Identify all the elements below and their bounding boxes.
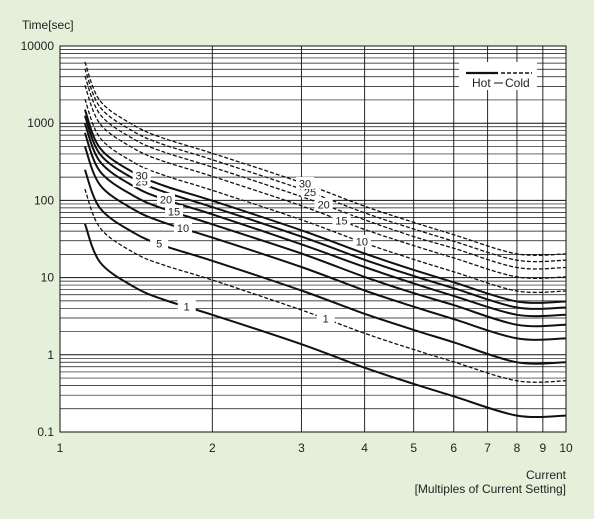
- curve-label-dashed-1: 1: [323, 313, 329, 325]
- curve-label-bg: [316, 311, 335, 324]
- curve-label-dashed-15: 15: [335, 215, 347, 227]
- legend-box: [459, 62, 537, 90]
- curve-label-dashed-20: 20: [318, 199, 330, 211]
- curve-label-dashed-25: 25: [304, 187, 316, 199]
- legend-hot-label: Hot: [472, 76, 491, 90]
- series-line-solid-10: [83, 146, 567, 341]
- series-line-solid-25: [83, 115, 567, 310]
- x-tick-label: 3: [298, 441, 305, 455]
- grid: [59, 45, 567, 433]
- x-tick-label: 9: [540, 441, 547, 455]
- x-tick-label: 2: [209, 441, 216, 455]
- plot-frame: [59, 45, 567, 433]
- plot-area: [60, 46, 566, 432]
- y-tick-label: 10000: [21, 39, 55, 53]
- x-tick-label: 8: [514, 441, 521, 455]
- curve-label-solid-1: 1: [184, 301, 190, 313]
- x-tick-label: 1: [57, 441, 64, 455]
- series-line-solid-30: [83, 109, 567, 304]
- x-tick-label: 7: [484, 441, 491, 455]
- series-line-solid-5: [83, 169, 567, 365]
- curve-label-solid-30: 30: [136, 171, 148, 183]
- legend: Hot Cold: [459, 62, 537, 90]
- curve-label-bg: [314, 197, 333, 210]
- curve-label-dashed-30: 30: [299, 178, 311, 190]
- curve-label-bg: [150, 236, 169, 249]
- y-tick-label: 10: [41, 271, 55, 285]
- curve-label-solid-20: 20: [160, 194, 172, 206]
- curve-label-bg: [296, 176, 315, 189]
- curve-label-bg: [173, 221, 192, 234]
- curve-label-dashed-10: 10: [356, 237, 368, 249]
- curve-label-bg: [132, 169, 151, 182]
- y-tick-label: 1000: [27, 116, 54, 130]
- curve-label-bg: [177, 299, 196, 312]
- series-layer: [83, 61, 567, 419]
- curve-label-solid-10: 10: [177, 223, 189, 235]
- x-tick-label: 10: [559, 441, 573, 455]
- curve-label-bg: [165, 205, 184, 218]
- curve-label-solid-15: 15: [168, 207, 180, 219]
- series-line-dashed-15: [84, 85, 567, 279]
- series-line-solid-15: [83, 132, 567, 328]
- y-tick-label: 100: [34, 193, 54, 207]
- x-axis-sublabel: [Multiples of Current Setting]: [415, 482, 566, 496]
- series-line-solid-1: [83, 223, 567, 419]
- x-tick-label: 6: [450, 441, 457, 455]
- y-tick-label: 0.1: [37, 425, 54, 439]
- series-line-solid-20: [83, 122, 567, 318]
- series-line-dashed-10: [84, 98, 567, 294]
- y-axis-label: Time[sec]: [22, 18, 74, 32]
- legend-cold-label: Cold: [505, 76, 530, 90]
- x-axis-label: Current: [526, 468, 567, 482]
- curve-label-bg: [332, 213, 351, 226]
- y-tick-label: 1: [47, 348, 54, 362]
- curve-label-solid-5: 5: [156, 238, 162, 250]
- series-line-dashed-1: [84, 188, 567, 383]
- x-tick-label: 5: [410, 441, 417, 455]
- curve-label-bg: [352, 235, 371, 248]
- curve-label-bg: [157, 192, 176, 205]
- x-tick-label: 4: [361, 441, 368, 455]
